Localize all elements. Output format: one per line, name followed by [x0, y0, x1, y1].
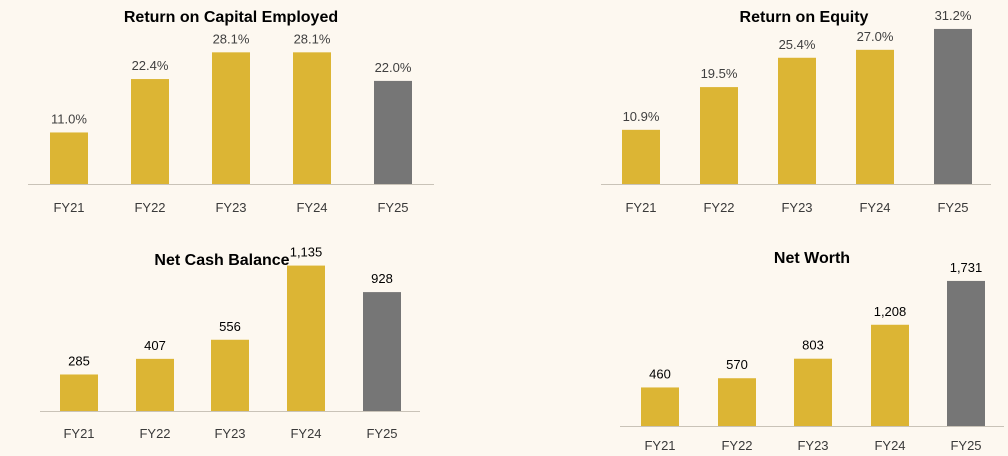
- roce-bar-fy25: [374, 80, 412, 184]
- roce-category-label: FY23: [215, 200, 246, 215]
- net-worth-category-label: FY22: [721, 438, 752, 453]
- roce-bar-fy24: [293, 52, 331, 185]
- net-worth-bar-fy23: [794, 358, 832, 426]
- net-cash-chart-title: Net Cash Balance: [154, 252, 289, 269]
- net-cash-bar-fy25: [363, 292, 401, 411]
- net-worth-value-label: 570: [726, 357, 748, 372]
- roe-value-label: 10.9%: [623, 109, 660, 124]
- net-cash-bar-fy24: [287, 265, 325, 411]
- net-worth-category-label: FY21: [644, 438, 675, 453]
- roe-category-label: FY24: [859, 200, 890, 215]
- net-worth-category-label: FY25: [950, 438, 981, 453]
- net-cash-bar-fy22: [136, 358, 174, 411]
- roe-chart-title: Return on Equity: [740, 9, 869, 26]
- net-worth-category-label: FY23: [797, 438, 828, 453]
- net-worth-bar-fy24: [871, 324, 909, 426]
- net-worth-value-label: 460: [649, 366, 671, 381]
- net-worth-bar-fy21: [641, 387, 679, 426]
- roce-bar-fy22: [131, 79, 169, 184]
- net-cash-value-label: 1,135: [290, 245, 323, 260]
- net-cash-bar-fy23: [211, 339, 249, 411]
- roce-value-label: 22.0%: [375, 60, 412, 75]
- roce-category-label: FY22: [134, 200, 165, 215]
- net-cash-category-label: FY23: [214, 426, 245, 441]
- net-cash-category-label: FY25: [366, 426, 397, 441]
- roce-category-label: FY21: [53, 200, 84, 215]
- net-cash-value-label: 556: [219, 319, 241, 334]
- roce-value-label: 22.4%: [132, 58, 169, 73]
- roe-category-label: FY21: [625, 200, 656, 215]
- roe-category-label: FY25: [937, 200, 968, 215]
- roce-category-label: FY25: [377, 200, 408, 215]
- roce-value-label: 28.1%: [213, 31, 250, 46]
- roe-value-label: 27.0%: [857, 29, 894, 44]
- net-cash-category-label: FY22: [139, 426, 170, 441]
- net-worth-bar-fy22: [718, 378, 756, 426]
- roe-value-label: 19.5%: [701, 66, 738, 81]
- roe-bar-fy22: [700, 87, 738, 184]
- net-cash-value-label: 407: [144, 338, 166, 353]
- roce-value-label: 28.1%: [294, 31, 331, 46]
- roe-value-label: 25.4%: [779, 37, 816, 52]
- net-worth-chart-title: Net Worth: [774, 250, 850, 267]
- roe-category-label: FY22: [703, 200, 734, 215]
- roe-bar-fy23: [778, 57, 816, 184]
- net-worth-category-label: FY24: [874, 438, 905, 453]
- roe-value-label: 31.2%: [935, 8, 972, 23]
- net-worth-value-label: 803: [802, 338, 824, 353]
- roe-category-label: FY23: [781, 200, 812, 215]
- net-cash-bar-fy21: [60, 374, 98, 411]
- net-cash-category-label: FY24: [290, 426, 321, 441]
- net-worth-value-label: 1,208: [874, 304, 907, 319]
- net-cash-value-label: 285: [68, 353, 90, 368]
- roce-category-label: FY24: [296, 200, 327, 215]
- net-cash-value-label: 928: [371, 271, 393, 286]
- roe-bar-fy21: [622, 129, 660, 184]
- net-cash-category-label: FY21: [63, 426, 94, 441]
- net-worth-bar-fy25: [947, 280, 985, 426]
- roe-bar-fy25: [934, 28, 972, 185]
- roe-bar-fy24: [856, 49, 894, 185]
- net-worth-value-label: 1,731: [950, 260, 983, 275]
- roce-value-label: 11.0%: [51, 111, 87, 126]
- roce-bar-fy21: [50, 132, 88, 184]
- roce-bar-fy23: [212, 52, 250, 185]
- roce-chart-title: Return on Capital Employed: [124, 9, 338, 26]
